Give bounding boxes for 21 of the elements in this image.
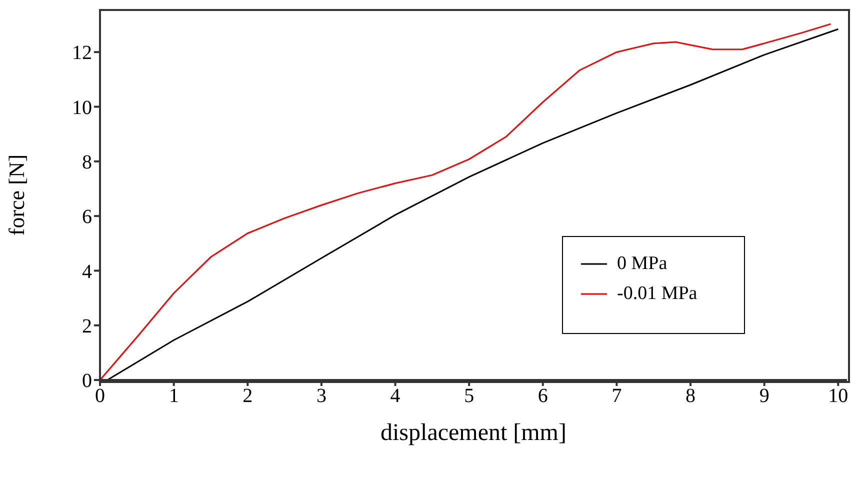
y-tick-label: 10 xyxy=(72,96,92,119)
y-axis-title: force [N] xyxy=(4,154,29,236)
x-tick-label: 8 xyxy=(686,385,696,408)
y-tick-label: 8 xyxy=(82,151,92,174)
y-tick-label: 6 xyxy=(82,206,92,228)
y-tick-label: 4 xyxy=(82,260,92,283)
x-tick-label: 3 xyxy=(316,385,326,408)
x-tick-label: 9 xyxy=(759,385,770,408)
x-tick-label: 1 xyxy=(168,385,179,408)
x-tick-label: 4 xyxy=(390,385,400,408)
legend-label: 0 MPa xyxy=(617,252,668,276)
x-tick-label: 10 xyxy=(828,385,848,408)
legend-label: -0.01 MPa xyxy=(617,282,698,306)
x-tick-label: 5 xyxy=(464,385,474,408)
y-tick-label: 12 xyxy=(72,42,92,64)
x-tick-label: 2 xyxy=(242,385,253,408)
x-axis-title: displacement [mm] xyxy=(380,420,566,446)
y-tick-label: 0 xyxy=(82,370,92,392)
x-tick-label: 7 xyxy=(612,385,622,408)
x-tick-label: 6 xyxy=(538,385,548,408)
y-tick-label: 2 xyxy=(82,315,92,338)
